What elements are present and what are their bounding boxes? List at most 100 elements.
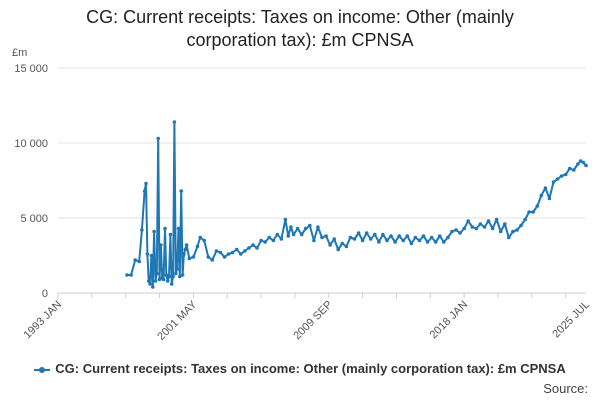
data-point[interactable] (144, 181, 148, 186)
data-point[interactable] (316, 225, 320, 229)
data-point[interactable] (165, 279, 170, 283)
data-point[interactable] (187, 256, 192, 261)
data-point[interactable] (442, 240, 446, 244)
data-point[interactable] (286, 234, 291, 238)
data-point[interactable] (164, 273, 169, 277)
data-point[interactable] (397, 234, 402, 238)
data-point[interactable] (578, 159, 583, 163)
data-point[interactable] (486, 219, 491, 223)
data-point[interactable] (568, 166, 572, 171)
data-point[interactable] (547, 196, 552, 201)
data-point[interactable] (304, 226, 308, 231)
data-point[interactable] (368, 237, 373, 241)
data-point[interactable] (381, 232, 385, 237)
data-point[interactable] (251, 243, 255, 247)
data-point[interactable] (438, 234, 442, 238)
data-point[interactable] (279, 237, 284, 241)
data-point[interactable] (180, 273, 185, 277)
data-point[interactable] (478, 222, 483, 226)
data-point[interactable] (159, 243, 163, 247)
data-point[interactable] (519, 223, 523, 228)
data-point[interactable] (576, 162, 580, 166)
data-point[interactable] (433, 240, 438, 244)
data-point[interactable] (155, 271, 159, 276)
data-point[interactable] (393, 240, 397, 244)
data-point[interactable] (172, 120, 177, 124)
data-point[interactable] (157, 277, 162, 282)
data-point[interactable] (543, 186, 548, 190)
data-point[interactable] (458, 231, 462, 235)
data-point[interactable] (581, 160, 586, 165)
data-point[interactable] (184, 243, 189, 247)
data-point[interactable] (125, 273, 129, 277)
data-point[interactable] (263, 240, 267, 244)
data-point[interactable] (129, 273, 133, 277)
data-point[interactable] (360, 238, 365, 243)
data-point[interactable] (271, 238, 276, 243)
data-point[interactable] (142, 189, 147, 193)
data-point[interactable] (324, 234, 328, 238)
data-point[interactable] (210, 258, 215, 262)
data-point[interactable] (356, 231, 361, 235)
data-point[interactable] (156, 136, 160, 141)
data-point[interactable] (178, 274, 182, 279)
data-point[interactable] (153, 279, 158, 283)
data-point[interactable] (409, 241, 414, 246)
data-point[interactable] (559, 174, 564, 178)
data-point[interactable] (482, 225, 487, 229)
data-point[interactable] (474, 226, 479, 231)
data-point[interactable] (255, 246, 259, 250)
data-point[interactable] (140, 228, 144, 232)
data-point[interactable] (183, 247, 188, 252)
data-point[interactable] (218, 250, 223, 255)
data-point[interactable] (174, 271, 178, 276)
data-point[interactable] (377, 240, 381, 244)
data-point[interactable] (161, 277, 166, 282)
data-point[interactable] (328, 243, 332, 247)
data-point[interactable] (332, 237, 337, 241)
data-point[interactable] (202, 238, 206, 243)
data-point[interactable] (373, 232, 377, 237)
data-point[interactable] (137, 259, 141, 264)
data-point[interactable] (421, 234, 426, 238)
data-point[interactable] (389, 234, 393, 238)
data-point[interactable] (206, 255, 211, 259)
data-point[interactable] (259, 238, 263, 243)
data-point[interactable] (299, 232, 304, 237)
data-point[interactable] (171, 274, 175, 279)
data-point[interactable] (133, 258, 137, 262)
data-point[interactable] (152, 229, 156, 234)
data-point[interactable] (176, 226, 181, 231)
data-point[interactable] (511, 229, 515, 234)
data-point[interactable] (239, 252, 243, 256)
data-point[interactable] (429, 235, 434, 240)
data-point[interactable] (179, 189, 183, 193)
data-point[interactable] (572, 168, 576, 172)
data-point[interactable] (405, 234, 410, 238)
data-point[interactable] (563, 172, 568, 177)
data-point[interactable] (214, 249, 219, 253)
data-point[interactable] (503, 222, 507, 226)
data-point[interactable] (191, 255, 196, 259)
data-point[interactable] (149, 253, 154, 258)
data-point[interactable] (336, 247, 341, 252)
data-point[interactable] (527, 210, 531, 214)
data-point[interactable] (175, 267, 179, 271)
data-point[interactable] (523, 217, 527, 222)
data-point[interactable] (145, 252, 150, 256)
data-point[interactable] (551, 180, 556, 184)
data-point[interactable] (226, 252, 231, 256)
data-point[interactable] (364, 231, 369, 235)
data-point[interactable] (182, 252, 186, 256)
data-point[interactable] (446, 235, 450, 240)
data-point[interactable] (169, 282, 174, 286)
data-point[interactable] (413, 235, 418, 240)
data-point[interactable] (344, 244, 349, 249)
data-point[interactable] (222, 255, 227, 259)
data-point[interactable] (247, 246, 251, 250)
data-point[interactable] (308, 223, 312, 228)
data-point[interactable] (470, 225, 475, 229)
data-point[interactable] (146, 279, 151, 283)
data-point[interactable] (401, 238, 406, 243)
data-point[interactable] (312, 238, 316, 243)
